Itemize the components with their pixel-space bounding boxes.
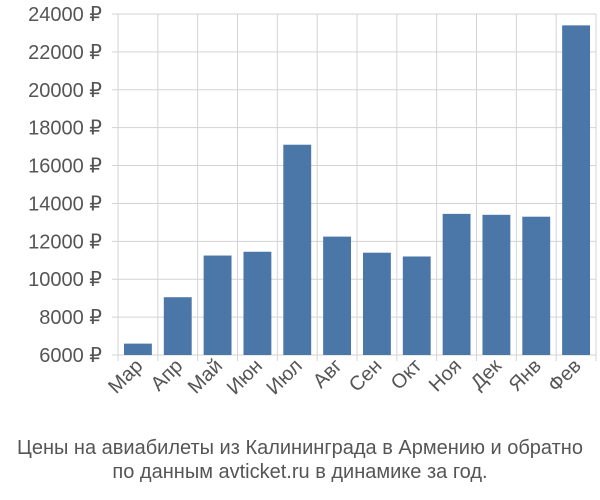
x-tick-label: Мар	[104, 355, 147, 398]
bar-9	[442, 213, 471, 355]
x-tick-label: Авг	[309, 355, 347, 393]
bar-12	[562, 25, 591, 355]
x-tick-label: Янв	[505, 355, 546, 396]
x-tick-label: Апр	[147, 355, 188, 396]
y-tick-label: 10000 ₽	[28, 269, 102, 291]
x-tick-label: Июн	[223, 355, 267, 399]
bar-1	[123, 343, 152, 355]
bar-2	[163, 297, 192, 355]
y-tick-label: 16000 ₽	[28, 156, 102, 178]
y-tick-label: 8000 ₽	[39, 307, 102, 329]
chart-caption-line-1: Цены на авиабилеты из Калининграда в Арм…	[17, 437, 583, 459]
y-axis-tick-labels: 6000 ₽ 8000 ₽ 10000 ₽ 12000 ₽ 14000 ₽ 16000 ₽…	[28, 4, 102, 367]
bar-8	[402, 256, 431, 355]
x-tick-label: Ноя	[425, 355, 466, 396]
bar-4	[243, 251, 272, 355]
bar-6	[323, 236, 352, 355]
y-tick-label: 24000 ₽	[28, 4, 102, 26]
y-tick-label: 6000 ₽	[39, 345, 102, 367]
y-tick-label: 14000 ₽	[28, 193, 102, 215]
x-tick-label: Окт	[387, 355, 426, 394]
chart-caption-line-2: по данным avticket.ru в динамике за год.	[112, 461, 488, 483]
y-tick-label: 12000 ₽	[28, 231, 102, 253]
y-tick-label: 22000 ₽	[28, 42, 102, 64]
x-tick-label: Фев	[544, 355, 586, 397]
bar-11	[522, 216, 551, 355]
bar-10	[482, 214, 511, 355]
x-tick-label: Сен	[345, 355, 386, 396]
bar-3	[203, 255, 232, 355]
y-tick-label: 18000 ₽	[28, 118, 102, 140]
x-tick-label: Дек	[467, 355, 506, 394]
y-tick-label: 20000 ₽	[28, 80, 102, 102]
x-tick-label: Июл	[263, 355, 307, 399]
bar-5	[283, 144, 312, 355]
bar-7	[362, 252, 391, 355]
grid-lines	[112, 13, 597, 361]
price-bar-chart: 6000 ₽ 8000 ₽ 10000 ₽ 12000 ₽ 14000 ₽ 16000 ₽…	[28, 4, 597, 399]
bars	[123, 25, 591, 355]
x-tick-label: Май	[184, 355, 227, 398]
